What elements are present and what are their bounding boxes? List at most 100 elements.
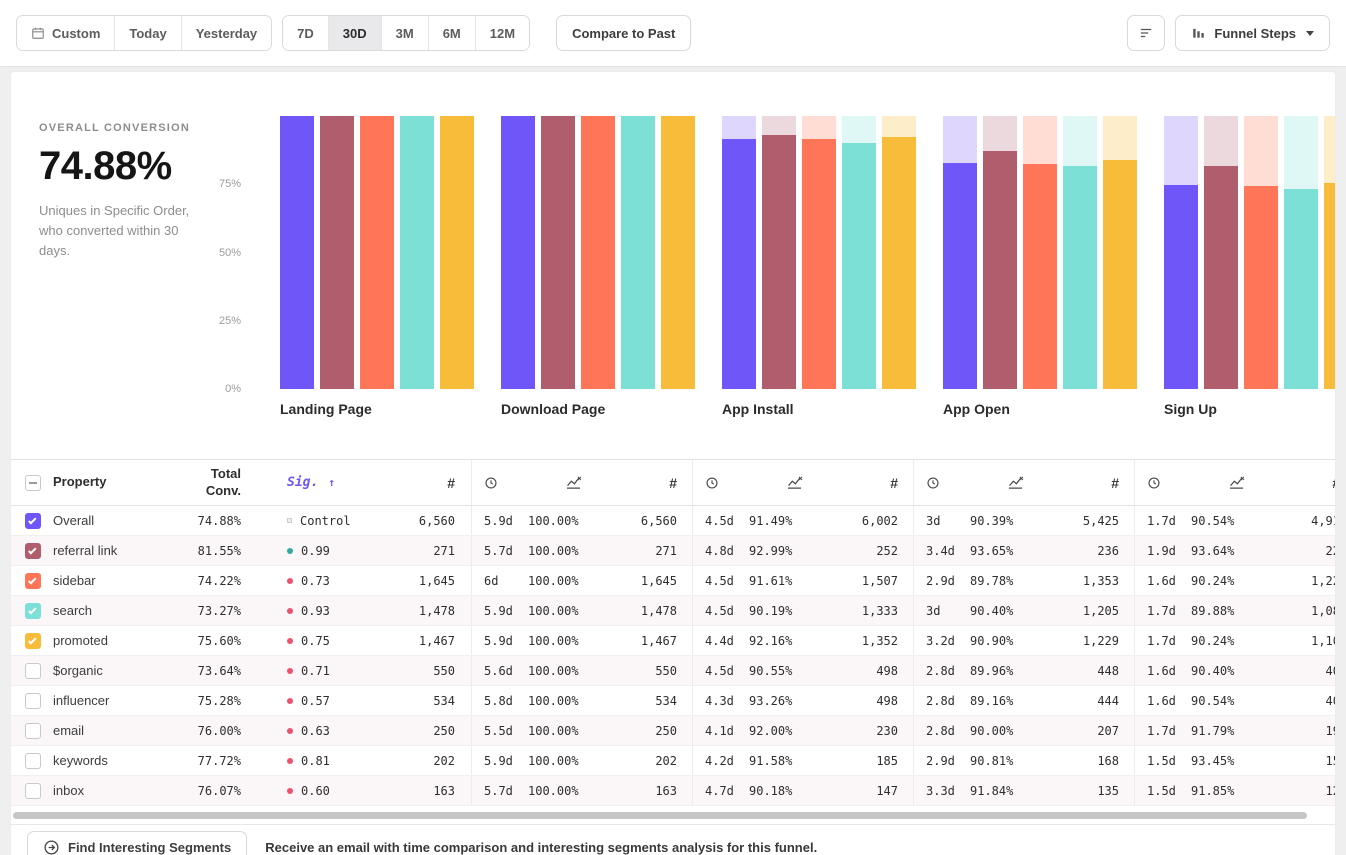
count-column-header[interactable]: # <box>1111 474 1119 491</box>
row-checkbox[interactable] <box>25 692 41 709</box>
conv-rate-value: 90.81% <box>970 753 1014 768</box>
bar[interactable] <box>1244 116 1278 389</box>
table-row[interactable]: email 76.00% 0.63 250 5.5d 100.00% 250 4.1d 92.0… <box>11 716 1335 746</box>
avg-time-value: 2.8d <box>926 693 955 708</box>
bar[interactable] <box>1324 116 1335 389</box>
conv-rate-value: 89.88% <box>1191 603 1235 618</box>
row-checkbox[interactable] <box>25 602 41 619</box>
range-6m-button[interactable]: 6M <box>427 16 475 50</box>
bar[interactable] <box>1204 116 1238 389</box>
avg-time-value: 1.9d <box>1147 543 1176 558</box>
table-row[interactable]: search 73.27% 0.93 1,478 5.9d 100.00% 1,478 4.5… <box>11 596 1335 626</box>
table-row[interactable]: Overall 74.88% Control 6,560 5.9d 100.00% 6,56… <box>11 506 1335 536</box>
bar[interactable] <box>621 116 655 389</box>
select-all-checkbox[interactable] <box>25 474 41 491</box>
sig-dot <box>287 577 293 584</box>
count-column-header[interactable]: # <box>1281 475 1335 491</box>
table-row[interactable]: $organic 73.64% 0.71 550 5.6d 100.00% 550 4.5d 9… <box>11 656 1335 686</box>
horizontal-scrollbar[interactable] <box>13 811 1307 819</box>
bar[interactable] <box>722 116 756 389</box>
avg-time-column-header[interactable] <box>914 476 970 490</box>
bar-remainder <box>1324 116 1335 183</box>
bar[interactable] <box>1063 116 1097 389</box>
step-value-group: 4.5d 90.55% 498 <box>692 656 913 685</box>
row-checkbox[interactable] <box>25 782 41 799</box>
avg-time-column-header[interactable] <box>1135 476 1191 490</box>
compare-to-past-button[interactable]: Compare to Past <box>556 15 692 51</box>
table-row[interactable]: influencer 75.28% 0.57 534 5.8d 100.00% 534 4.3… <box>11 686 1335 716</box>
bar[interactable] <box>802 116 836 389</box>
table-row[interactable]: promoted 75.60% 0.75 1,467 5.9d 100.00% 1,467 4… <box>11 626 1335 656</box>
bar[interactable] <box>943 116 977 389</box>
conv-rate-column-header[interactable] <box>528 475 618 490</box>
bar[interactable] <box>842 116 876 389</box>
summary-description: Uniques in Specific Order, who converted… <box>39 203 190 259</box>
bar[interactable] <box>440 116 474 389</box>
total-conversion-value: 73.27% <box>197 603 241 618</box>
property-label: influencer <box>53 693 110 708</box>
bar[interactable] <box>983 116 1017 389</box>
custom-date-button[interactable]: Custom <box>17 16 115 50</box>
table-row[interactable]: inbox 76.07% 0.60 163 5.7d 100.00% 163 4.7d 90.1… <box>11 776 1335 806</box>
avg-time-value: 4.1d <box>705 723 734 738</box>
bar[interactable] <box>320 116 354 389</box>
row-checkbox[interactable] <box>25 572 41 589</box>
property-column-header[interactable]: Property <box>53 474 107 490</box>
row-checkbox[interactable] <box>25 632 41 649</box>
conv-rate-value: 90.40% <box>1191 663 1235 678</box>
bar[interactable] <box>661 116 695 389</box>
bar-remainder <box>882 116 916 138</box>
bar[interactable] <box>1284 116 1318 389</box>
table-row[interactable]: sidebar 74.22% 0.73 1,645 6d 100.00% 1,645 4.5d… <box>11 566 1335 596</box>
bar[interactable] <box>501 116 535 389</box>
avg-time-column-header[interactable] <box>693 476 749 490</box>
table-row[interactable]: referral link 81.55% 0.99 271 5.7d 100.00% 271… <box>11 536 1335 566</box>
bar[interactable] <box>400 116 434 389</box>
bar[interactable] <box>541 116 575 389</box>
row-checkbox[interactable] <box>25 752 41 769</box>
conv-rate-column-header[interactable] <box>970 475 1060 490</box>
avg-time-value: 1.7d <box>1147 723 1176 738</box>
count-column-header[interactable]: # <box>890 474 898 491</box>
row-checkbox-cell <box>11 752 53 769</box>
step-count-value: 12 <box>1325 783 1335 798</box>
count-column-header[interactable]: # <box>669 474 677 491</box>
table-row[interactable]: keywords 77.72% 0.81 202 5.9d 100.00% 202 4.2d 9… <box>11 746 1335 776</box>
sig-dot <box>287 547 293 554</box>
step-count-value: 534 <box>655 693 677 708</box>
bar[interactable] <box>280 116 314 389</box>
total-conv-column-header[interactable]: Total Conv. <box>205 466 241 498</box>
range-7d-button[interactable]: 7D <box>283 16 328 50</box>
bar[interactable] <box>1164 116 1198 389</box>
conv-rate-column-header[interactable] <box>1191 475 1281 490</box>
range-preset-group: 7D 30D 3M 6M 12M <box>282 15 531 51</box>
funnel-steps-button[interactable]: Funnel Steps <box>1175 15 1330 51</box>
bar[interactable] <box>1103 116 1137 389</box>
bar[interactable] <box>581 116 615 389</box>
total-conversion-value: 74.88% <box>197 513 241 528</box>
bar[interactable] <box>360 116 394 389</box>
row-checkbox[interactable] <box>25 542 41 559</box>
find-interesting-segments-button[interactable]: Find Interesting Segments <box>27 830 248 855</box>
step-value-group: 3d 90.39% 5,425 <box>913 506 1134 535</box>
step-count-value: 6,002 <box>861 513 898 528</box>
bar[interactable] <box>1023 116 1057 389</box>
today-button[interactable]: Today <box>114 16 181 50</box>
row-checkbox[interactable] <box>25 722 41 739</box>
count-column-header[interactable]: # <box>447 474 455 491</box>
filter-button[interactable] <box>1127 15 1166 51</box>
row-checkbox[interactable] <box>25 662 41 679</box>
conv-rate-column-header[interactable] <box>749 475 839 490</box>
sig-column-header[interactable]: Sig. ↑ <box>241 475 371 490</box>
step-value-group: 3.4d 93.65% 236 <box>913 536 1134 565</box>
step-count-value: 1,467 <box>640 633 677 648</box>
bar[interactable] <box>762 116 796 389</box>
bar-fill <box>1284 188 1318 389</box>
range-30d-button[interactable]: 30D <box>327 16 381 50</box>
avg-time-column-header[interactable] <box>472 476 528 490</box>
range-12m-button[interactable]: 12M <box>474 16 530 50</box>
range-3m-button[interactable]: 3M <box>380 16 428 50</box>
bar[interactable] <box>882 116 916 389</box>
row-checkbox[interactable] <box>25 512 41 529</box>
yesterday-button[interactable]: Yesterday <box>180 16 272 50</box>
